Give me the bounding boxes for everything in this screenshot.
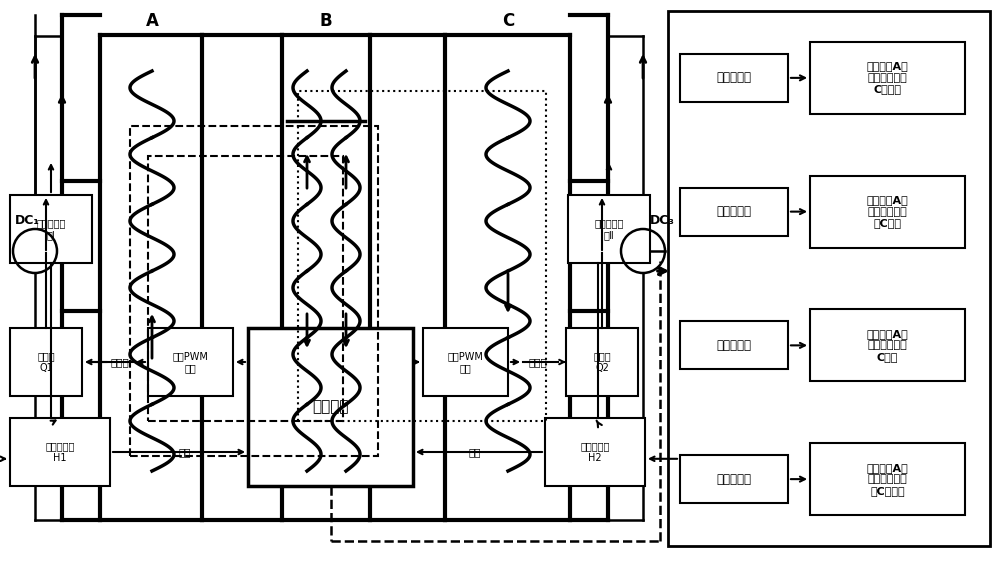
Text: 辅助磁芯A不
饱和，辅助磁
芯C饱和: 辅助磁芯A不 饱和，辅助磁 芯C饱和 xyxy=(867,195,908,228)
Text: 驱动器
Q1: 驱动器 Q1 xyxy=(37,351,55,373)
Text: 辅助磁芯A不
饱和，辅助磁
芯C不饱和: 辅助磁芯A不 饱和，辅助磁 芯C不饱和 xyxy=(867,462,908,496)
Bar xyxy=(10,195,92,263)
Bar xyxy=(680,188,788,236)
Text: DC₁: DC₁ xyxy=(15,214,40,228)
Text: 霌尔传感器
H1: 霌尔传感器 H1 xyxy=(45,441,75,463)
Text: 控制模式四: 控制模式四 xyxy=(716,472,752,486)
Bar xyxy=(148,156,343,421)
Bar xyxy=(680,455,788,503)
Text: 第一PWM
模块: 第一PWM 模块 xyxy=(173,351,208,373)
Text: C: C xyxy=(502,12,514,30)
Bar xyxy=(566,328,638,396)
Bar xyxy=(680,321,788,370)
Bar xyxy=(568,195,650,263)
Text: 电流控制电
路Ⅱ: 电流控制电 路Ⅱ xyxy=(594,218,624,240)
Bar xyxy=(10,418,110,486)
Bar xyxy=(668,11,990,546)
Bar xyxy=(130,126,378,456)
Bar xyxy=(545,418,645,486)
Bar xyxy=(810,443,965,515)
Text: 电流: 电流 xyxy=(179,447,191,457)
Text: 第二PWM
模块: 第二PWM 模块 xyxy=(448,351,483,373)
Text: A: A xyxy=(146,12,158,30)
Text: 微控制器: 微控制器 xyxy=(312,400,349,414)
Bar xyxy=(810,309,965,381)
Text: 辅助磁芯A饱
和，辅助磁芯
C饱和: 辅助磁芯A饱 和，辅助磁芯 C饱和 xyxy=(867,329,908,362)
Text: 辅助磁芯A饱
和，辅助磁芯
C不饱和: 辅助磁芯A饱 和，辅助磁芯 C不饱和 xyxy=(867,61,908,95)
Bar xyxy=(298,91,546,421)
Bar xyxy=(810,42,965,114)
Bar xyxy=(148,328,233,396)
Text: 电流控制电
路Ⅰ: 电流控制电 路Ⅰ xyxy=(36,218,66,240)
Text: 驱动器
Q2: 驱动器 Q2 xyxy=(593,351,611,373)
Text: 控制模式二: 控制模式二 xyxy=(716,205,752,218)
Bar xyxy=(680,54,788,102)
Bar xyxy=(10,328,82,396)
Text: 霌尔传感器
H2: 霌尔传感器 H2 xyxy=(580,441,610,463)
Text: 占空比: 占空比 xyxy=(111,357,129,367)
Text: DC₃: DC₃ xyxy=(650,214,675,228)
Text: 控制模式一: 控制模式一 xyxy=(716,71,752,84)
Text: B: B xyxy=(320,12,332,30)
Bar xyxy=(423,328,508,396)
Text: 电流: 电流 xyxy=(469,447,481,457)
Bar xyxy=(248,328,413,486)
Bar xyxy=(810,175,965,248)
Text: 占空比: 占空比 xyxy=(529,357,547,367)
Text: 控制模式三: 控制模式三 xyxy=(716,339,752,352)
